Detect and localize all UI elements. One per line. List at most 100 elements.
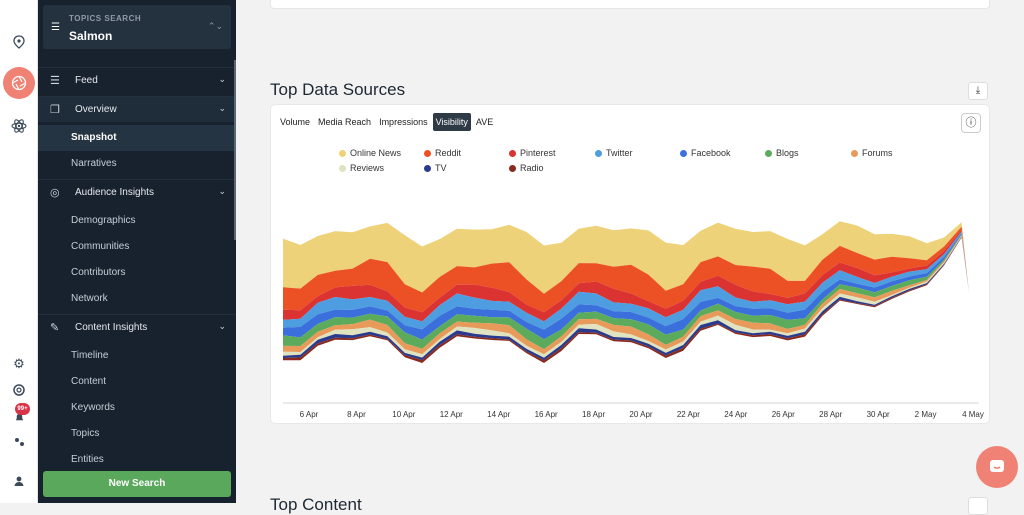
sidebar-section-label: Content Insights [75,322,148,333]
stream-layer [283,221,969,294]
settings-gear-icon[interactable]: ⚙ [13,356,25,371]
user-profile-icon[interactable] [10,472,28,490]
chevron-down-icon: ⌄ [218,186,226,196]
x-tick-label: 12 Apr [440,410,463,419]
icon-rail: ⚙ 99+ [0,0,38,503]
legend-item-twitter[interactable]: Twitter [595,148,633,158]
sidebar-item-label: Network [71,293,108,304]
sidebar-item-label: Topics [71,428,100,439]
stream-layer [283,233,969,340]
sidebar: ☰ TOPICS SEARCH Salmon ⌃⌄ ☰ Feed ⌄ ❐ Ove… [38,0,236,503]
support-lifebuoy-icon[interactable] [10,381,28,399]
x-tick-label: 2 May [915,410,937,419]
stream-layer [283,226,969,313]
sidebar-item-demographics[interactable]: Demographics [38,208,236,234]
tab-media-reach[interactable]: Media Reach [318,117,372,127]
x-tick-label: 16 Apr [535,410,558,419]
legend-item-online-news[interactable]: Online News [339,148,401,158]
sidebar-item-content[interactable]: Content [38,369,236,395]
sidebar-section-content-insights[interactable]: ✎ Content Insights ⌄ [38,314,236,340]
sidebar-section-label: Overview [75,104,117,115]
sidebar-item-topics[interactable]: Topics [38,421,236,447]
sidebar-scrollbar[interactable] [234,60,236,240]
sidebar-item-label: Keywords [71,402,115,413]
metric-tabs: Volume Media Reach Impressions Visibilit… [277,113,496,131]
sidebar-section-overview[interactable]: ❐ Overview ⌄ [38,96,236,122]
x-tick-label: 28 Apr [819,410,842,419]
sidebar-item-entities[interactable]: Entities [38,447,236,473]
tab-volume[interactable]: Volume [280,117,311,127]
top-data-sources-card: Volume Media Reach Impressions Visibilit… [270,104,990,424]
sidebar-item-label: Entities [71,454,104,465]
list-icon: ☰ [50,75,60,87]
sidebar-item-label: Content [71,376,107,387]
sidebar-item-timeline[interactable]: Timeline [38,343,236,369]
x-tick-label: 10 Apr [392,410,415,419]
sidebar-item-communities[interactable]: Communities [38,234,236,260]
users-icon[interactable] [10,433,28,451]
tab-ave[interactable]: AVE [475,117,494,127]
sidebar-item-label: Contributors [71,267,126,278]
legend-item-tv[interactable]: TV [424,163,447,173]
streamgraph-chart: 6 Apr 8 Apr 10 Apr 12 Apr 14 Apr 16 Apr 18 Apr… [283,221,984,419]
aperture-icon[interactable] [3,67,35,99]
sidebar-item-label: Communities [71,241,130,252]
chevron-down-icon: ⌄ [218,74,226,84]
location-pin-icon[interactable] [10,33,28,51]
sidebar-item-narratives[interactable]: Narratives [38,151,236,177]
topics-search-label: TOPICS SEARCH [69,14,142,23]
sidebar-item-label: Demographics [71,215,136,226]
sidebar-item-snapshot[interactable]: Snapshot [38,125,236,151]
x-tick-label: 18 Apr [582,410,605,419]
sidebar-item-keywords[interactable]: Keywords [38,395,236,421]
stream-layer [283,230,969,322]
x-tick-label: 24 Apr [724,410,747,419]
x-tick-label: 8 Apr [347,410,366,419]
chevron-updown-icon: ⌃⌄ [207,21,223,31]
chevron-down-icon: ⌄ [218,103,226,113]
topics-search-selector[interactable]: ☰ TOPICS SEARCH Salmon ⌃⌄ [43,5,231,49]
sidebar-item-label: Narratives [71,158,117,169]
legend-item-reviews[interactable]: Reviews [339,163,384,173]
search-list-icon: ☰ [51,22,60,33]
x-tick-label: 14 Apr [487,410,510,419]
legend-item-reddit[interactable]: Reddit [424,148,461,158]
download-icon: ⤓ [975,85,981,96]
sidebar-item-network[interactable]: Network [38,286,236,312]
sidebar-item-contributors[interactable]: Contributors [38,260,236,286]
legend-item-forums[interactable]: Forums [851,148,893,158]
chat-icon [990,460,1004,472]
stream-layers [283,221,969,363]
x-tick-label: 20 Apr [629,410,652,419]
legend-item-pinterest[interactable]: Pinterest [509,148,556,158]
sidebar-section-label: Audience Insights [75,187,154,198]
chevron-down-icon: ⌄ [218,321,226,331]
sidebar-item-label: Timeline [71,350,109,361]
sidebar-section-label: Feed [75,75,98,86]
notification-count-badge: 99+ [15,403,30,415]
tab-impressions[interactable]: Impressions [379,117,428,127]
main-content: Top Data Sources ⤓ Volume Media Reach Im… [236,0,1024,515]
legend-item-facebook[interactable]: Facebook [680,148,731,158]
tab-visibility[interactable]: Visibility [432,113,471,131]
info-button[interactable]: ⓘ [961,113,981,133]
legend-item-blogs[interactable]: Blogs [765,148,799,158]
chat-launcher-button[interactable] [976,446,1018,488]
sidebar-section-audience-insights[interactable]: ◎ Audience Insights ⌄ [38,179,236,205]
x-tick-label: 26 Apr [772,410,795,419]
section-title-top-content: Top Content [270,495,362,514]
legend-item-radio[interactable]: Radio [509,163,544,173]
stream-layer [283,231,969,330]
download-button[interactable]: ⤓ [968,82,988,100]
x-tick-label: 30 Apr [867,410,890,419]
sidebar-section-feed[interactable]: ☰ Feed ⌄ [38,67,236,93]
previous-card [270,0,990,9]
section-title: Top Data Sources [270,80,406,99]
download-button-top-content[interactable] [968,497,988,515]
x-tick-label: 4 May [962,410,984,419]
new-search-button[interactable]: New Search [43,471,231,497]
x-tick-label: 6 Apr [300,410,319,419]
atom-icon[interactable] [10,117,28,135]
x-tick-label: 22 Apr [677,410,700,419]
sidebar-item-label: Snapshot [71,132,117,143]
